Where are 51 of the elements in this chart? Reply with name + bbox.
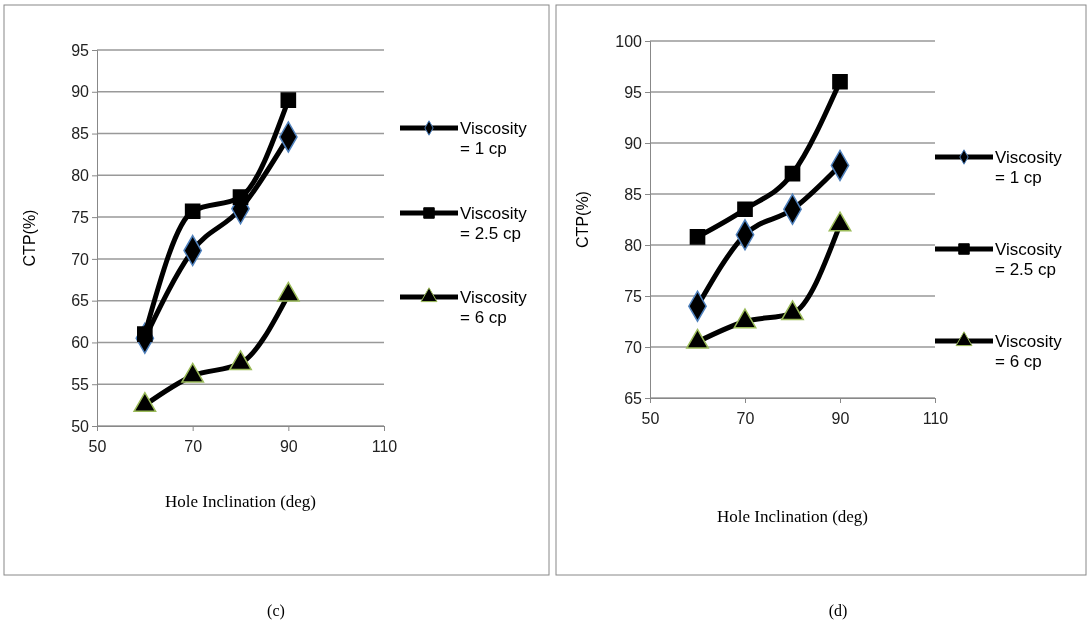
- y-tick-label: 90: [71, 83, 90, 101]
- y-tick-label: 100: [615, 32, 643, 50]
- y-tick-label: 85: [624, 185, 643, 203]
- point: [184, 203, 201, 220]
- y-tick-label: 75: [624, 287, 643, 305]
- x-tick-label: 110: [371, 437, 398, 455]
- point: [181, 362, 205, 383]
- x-axis-title: Hole Inclination (deg): [716, 507, 869, 526]
- y-tick-label: 60: [71, 334, 90, 352]
- text: (c): [267, 602, 285, 620]
- y-tick-label: 70: [71, 250, 90, 268]
- point: [733, 308, 757, 329]
- point: [832, 73, 848, 90]
- y-tick-label: 90: [624, 134, 643, 152]
- y-tick-label: 65: [624, 389, 643, 407]
- y-tick-label: 70: [624, 338, 643, 356]
- x-tick-label: 70: [736, 409, 755, 427]
- point: [133, 391, 157, 413]
- x-tick-label: 70: [184, 437, 203, 455]
- y-axis-title: CTP(%): [21, 209, 38, 267]
- y-tick-label: 65: [71, 292, 90, 310]
- point: [280, 92, 297, 108]
- y-axis-title: CTP(%): [574, 191, 591, 248]
- y-tick-label: 55: [71, 375, 90, 393]
- y-tick-label: 85: [71, 125, 90, 143]
- point: [232, 189, 249, 205]
- point: [689, 229, 706, 245]
- y-tick-label: 75: [71, 208, 90, 226]
- point: [781, 300, 804, 321]
- x-tick-label: 90: [831, 409, 850, 427]
- legend-label: Viscosity = 6 cp: [995, 332, 1063, 372]
- x-tick-label: 50: [88, 437, 107, 455]
- x-tick-label: 90: [279, 437, 298, 455]
- point: [784, 165, 801, 182]
- point: [276, 281, 300, 302]
- text: (d): [828, 602, 848, 620]
- point: [229, 350, 252, 371]
- x-axis-title: Hole Inclination (deg): [164, 492, 317, 511]
- legend-label: Viscosity = 2.5 cp: [995, 240, 1063, 280]
- y-tick-label: 95: [71, 41, 90, 59]
- x-tick-label: 110: [922, 409, 949, 427]
- point: [686, 328, 709, 349]
- legend-label: Viscosity = 1 cp: [460, 119, 528, 159]
- x-tick-label: 50: [641, 409, 660, 427]
- legend-label: Viscosity = 2.5 cp: [460, 204, 528, 244]
- y-tick-label: 80: [624, 236, 643, 254]
- legend-label: Viscosity = 1 cp: [995, 148, 1063, 188]
- y-tick-label: 95: [624, 83, 643, 101]
- legend-label: Viscosity = 6 cp: [460, 288, 528, 328]
- y-tick-label: 80: [71, 166, 90, 184]
- point: [737, 201, 753, 218]
